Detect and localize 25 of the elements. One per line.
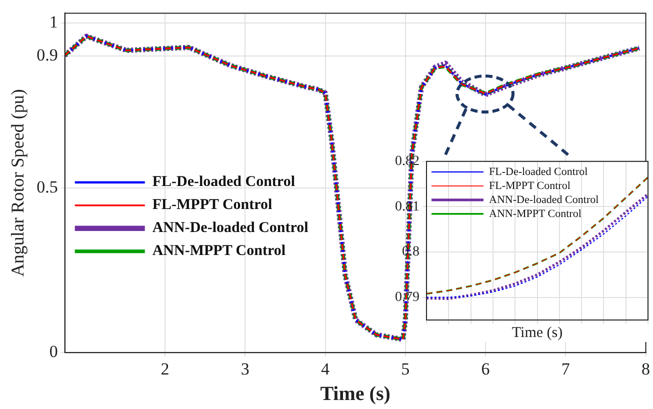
x-tick-label: 8 [642,359,650,378]
y-tick-label: 1 [49,12,58,32]
y-tick-label: 0.5 [36,177,58,196]
x-tick-label: 4 [321,359,330,378]
y-tick-label: 0.9 [36,46,58,65]
legend-label: ANN-MPPT Control [489,208,582,220]
legend-label: FL-MPPT Control [152,197,272,214]
x-tick-label: 6 [481,359,490,378]
legend-label: FL-MPPT Control [489,180,570,192]
x-tick-label: 7 [561,359,570,378]
y-tick-label: 0 [49,342,58,362]
y-tick-label: 0.82 [395,154,420,170]
legend-label: FL-De-loaded Control [152,174,295,190]
legend-label: ANN-De-loaded Control [489,194,599,206]
y-tick-label: 0.8 [402,244,420,260]
x-tick-label: 5 [401,359,410,378]
x-tick-label: 2 [160,359,170,378]
legend-label: ANN-MPPT Control [152,243,286,260]
y-tick-label: 0.79 [395,290,420,306]
legend-label: ANN-De-loaded Control [152,220,308,236]
x-axis-title: Time (s) [320,383,390,406]
x-tick-label: 3 [240,359,250,378]
y-axis-title: Angular Rotor Speed (pu) [8,89,28,277]
legend-label: FL-De-loaded Control [489,166,588,178]
x-axis-title: Time (s) [512,324,563,341]
